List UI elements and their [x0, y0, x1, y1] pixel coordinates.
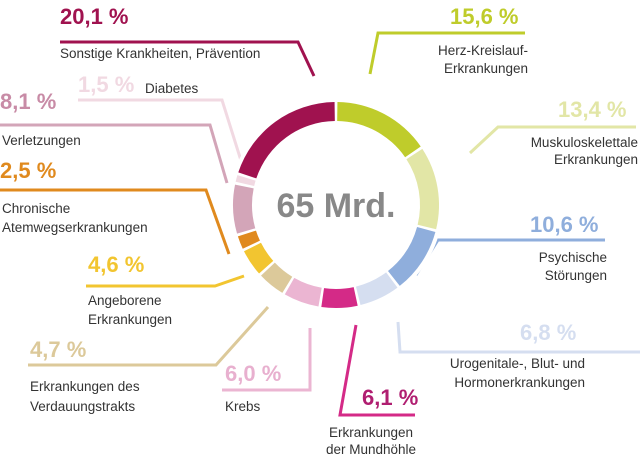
pct-label-sonstige: 20,1 % — [60, 4, 129, 29]
center-label: 65 Mrd. — [276, 187, 395, 225]
category-label-line: Muskuloskelettale — [531, 135, 638, 150]
slice-atemwege — [237, 230, 260, 249]
leader-line-urogenital — [396, 321, 640, 354]
leader-line-sonstige — [60, 40, 316, 77]
pct-label-atemwege: 2,5 % — [0, 158, 56, 183]
category-label-herz: Herz-Kreislauf- Erkrankungen — [438, 43, 528, 76]
pct-label-verletz: 8,1 % — [0, 89, 56, 114]
slice-psychisch — [387, 227, 436, 286]
leader-line-verletz — [0, 123, 229, 184]
category-label-line: Chronische — [2, 201, 70, 216]
category-label-diabetes: Diabetes — [145, 81, 199, 96]
category-label-krebs: Krebs — [225, 399, 261, 414]
pct-label-diabetes: 1,5 % — [78, 72, 134, 97]
category-label-line: Urogenitale-, Blut- und — [450, 356, 585, 371]
pct-label-angeboren: 4,6 % — [88, 252, 144, 277]
category-label-line: Diabetes — [145, 81, 199, 96]
pct-label-mund: 6,1 % — [362, 385, 418, 410]
category-label-line: Erkrankungen — [554, 152, 638, 167]
category-label-line: Krebs — [225, 399, 261, 414]
category-label-line: Erkrankungen — [444, 61, 528, 76]
category-label-mund: Erkrankungen der Mundhöhle — [326, 425, 416, 457]
slice-herz — [337, 102, 421, 158]
category-label-line: Herz-Kreislauf- — [438, 43, 528, 58]
pct-label-psychisch: 10,6 % — [530, 212, 599, 237]
category-label-line: Atemwegserkrankungen — [2, 220, 148, 235]
category-label-line: Psychische — [539, 250, 607, 265]
category-label-urogenital: Urogenitale-, Blut- und Hormonerkrankunge… — [450, 356, 585, 390]
leader-line-herz — [368, 31, 525, 75]
pct-label-herz: 15,6 % — [450, 4, 519, 29]
leader-line-muskulo — [468, 125, 636, 155]
category-label-line: Erkrankungen des — [30, 379, 140, 394]
category-label-muskulo: Muskuloskelettale Erkrankungen — [531, 135, 638, 167]
category-label-line: Sonstige Krankheiten, Prävention — [60, 46, 260, 61]
slice-diabetes — [235, 175, 256, 187]
pct-label-krebs: 6,0 % — [225, 361, 281, 386]
category-label-line: Verdauungstrakts — [30, 399, 135, 414]
category-label-line: Erkrankungen — [88, 312, 172, 327]
category-label-verdauung: Erkrankungen des Verdauungstrakts — [30, 379, 140, 414]
category-label-line: Angeborene — [88, 293, 162, 308]
slice-mund — [321, 287, 358, 308]
category-label-psychisch: Psychische Störungen — [539, 250, 607, 283]
slice-verdauung — [261, 262, 293, 293]
slice-urogenital — [355, 272, 398, 306]
category-label-line: Hormonerkrankungen — [454, 375, 585, 390]
leader-line-diabetes — [78, 98, 245, 168]
slice-angeboren — [243, 242, 274, 274]
leader-line-krebs — [222, 328, 312, 392]
category-label-line: der Mundhöhle — [326, 442, 416, 457]
category-label-sonstige: Sonstige Krankheiten, Prävention — [60, 46, 260, 61]
leader-line-angeboren — [86, 274, 245, 288]
category-label-atemwege: Chronische Atemwegserkrankungen — [2, 201, 148, 235]
category-label-verletz: Verletzungen — [2, 133, 81, 148]
donut-backdrop — [229, 98, 443, 312]
category-label-angeboren: Angeborene Erkrankungen — [88, 293, 172, 327]
category-label-line: Verletzungen — [2, 133, 81, 148]
leader-line-verdauung — [28, 305, 270, 367]
slice-sonstige — [238, 102, 335, 179]
category-label-line: Erkrankungen — [329, 425, 413, 440]
slice-muskulo — [406, 148, 439, 230]
slice-krebs — [284, 277, 322, 307]
pct-label-urogenital: 6,8 % — [520, 320, 576, 345]
slice-verletz — [233, 184, 256, 234]
leader-line-mund — [338, 324, 415, 417]
pct-label-verdauung: 4,7 % — [30, 337, 86, 362]
pct-label-muskulo: 13,4 % — [558, 97, 627, 122]
leader-line-atemwege — [0, 188, 231, 255]
category-label-line: Störungen — [545, 268, 607, 283]
